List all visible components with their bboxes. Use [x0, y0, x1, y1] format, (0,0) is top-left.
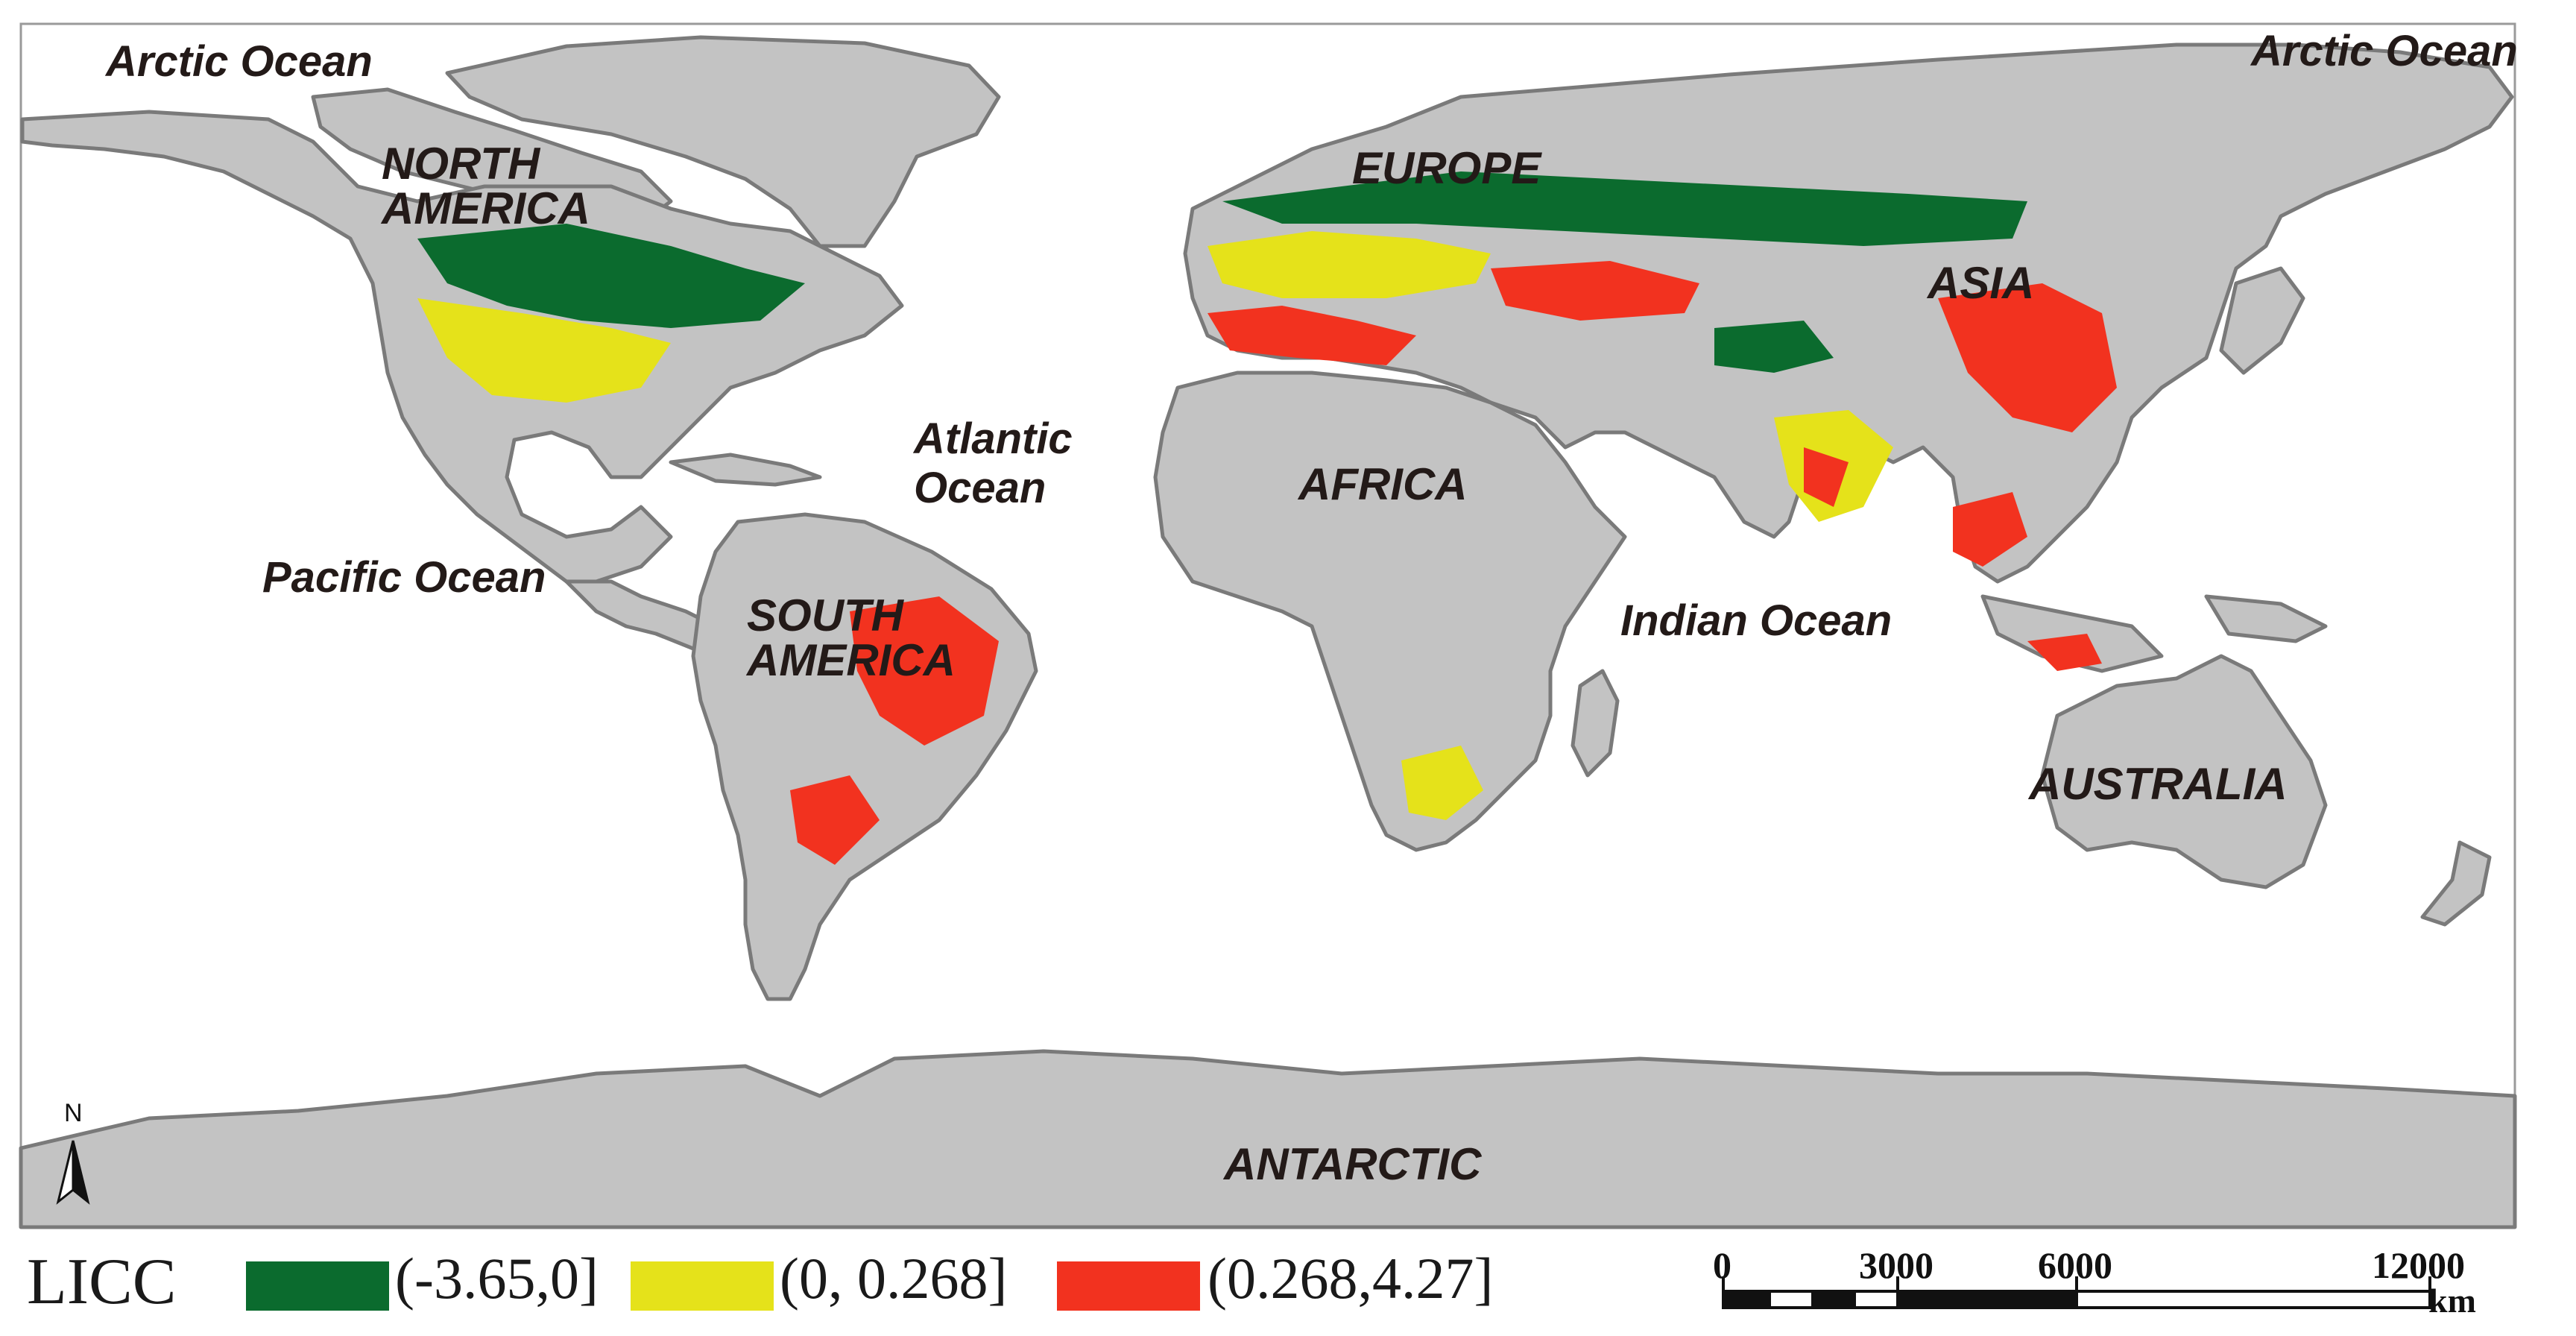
scale-tick-12000: 12000 [2372, 1244, 2465, 1286]
legend-swatch-red [1057, 1261, 1200, 1311]
licc-green-patches [417, 171, 2027, 373]
cuba-shape [669, 453, 822, 487]
legend-swatch-green [246, 1261, 389, 1311]
new-zealand-shape [2420, 840, 2492, 927]
label-antarctic: ANTARCTIC [1224, 1139, 1482, 1189]
licc-red-patches [790, 261, 2117, 865]
madagascar-shape [1570, 669, 1620, 778]
africa-shape [1153, 371, 1627, 852]
label-australia: AUSTRALIA [2029, 759, 2288, 809]
label-north-america: NORTH AMERICA [382, 139, 590, 233]
australia-shape [2040, 654, 2328, 889]
label-pacific-ocean: Pacific Ocean [262, 553, 546, 602]
north-arrow-icon [56, 1140, 90, 1205]
legend-label-green: (-3.65,0] [395, 1246, 599, 1311]
label-indian-ocean: Indian Ocean [1620, 596, 1892, 645]
label-atlantic-ocean: Atlantic Ocean [914, 415, 1073, 513]
japan-shape [2219, 266, 2305, 375]
scale-tick-0: 0 [1713, 1244, 1731, 1286]
label-europe: EUROPE [1352, 143, 1541, 193]
label-south-america: SOUTH AMERICA [747, 590, 956, 685]
scale-unit: km [2428, 1282, 2476, 1320]
greenland-shape [445, 35, 1001, 248]
legend-label-yellow: (0, 0.268] [780, 1246, 1008, 1311]
label-arctic-ocean-right: Arctic Ocean [2251, 27, 2518, 75]
label-arctic-ocean-left: Arctic Ocean [106, 37, 373, 86]
legend-title: LICC [27, 1246, 177, 1318]
licc-yellow-patches [417, 231, 1893, 820]
scale-tick-6000: 6000 [2038, 1244, 2112, 1286]
label-africa: AFRICA [1298, 459, 1468, 509]
label-asia: ASIA [1928, 258, 2035, 308]
antarctica-shape [19, 1049, 2517, 1229]
legend-swatch-yellow [631, 1261, 774, 1311]
south-america-shape [691, 512, 1038, 1001]
scale-tick-3000: 3000 [1859, 1244, 1933, 1286]
se-asia-islands-shape [1980, 594, 2164, 673]
scale-bar [1722, 1276, 2431, 1309]
north-arrow-label: N [64, 1099, 83, 1127]
new-guinea-shape [2204, 594, 2328, 643]
legend-label-red: (0.268,4.27] [1208, 1246, 1494, 1311]
